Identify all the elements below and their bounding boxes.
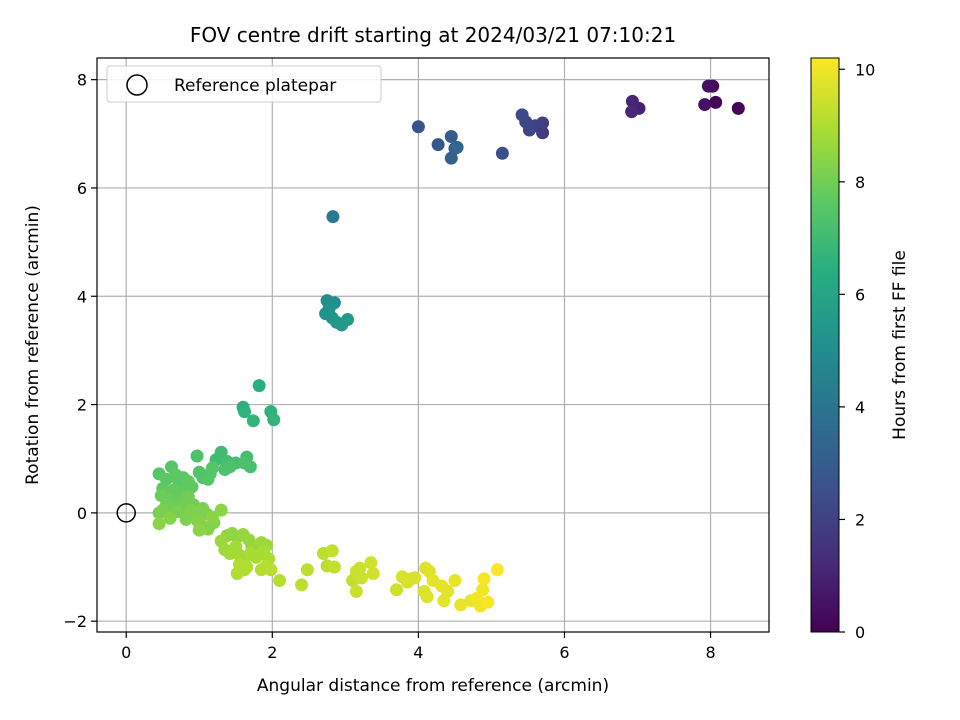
data-point [152, 517, 166, 531]
data-point [201, 472, 215, 486]
data-point [267, 413, 281, 427]
colorbar-tick-label: 10 [855, 60, 875, 79]
data-point [238, 405, 252, 419]
colorbar-gradient [810, 57, 840, 633]
data-point [450, 140, 464, 154]
data-point [252, 379, 266, 393]
data-point [477, 572, 491, 586]
y-tick-label: 2 [77, 396, 87, 415]
data-point [444, 151, 458, 165]
data-point [431, 138, 445, 152]
data-point [389, 583, 403, 597]
data-point [163, 511, 177, 525]
data-point [325, 544, 339, 558]
colorbar-ticks: 0 2 4 6 8 10 [839, 60, 875, 642]
data-point [300, 563, 314, 577]
data-point [214, 503, 228, 517]
data-point [238, 563, 252, 577]
y-tick-label: 4 [77, 287, 87, 306]
colorbar: 0 2 4 6 8 10 Hours from first FF file [810, 57, 910, 642]
data-point [273, 574, 287, 588]
data-point [490, 563, 504, 577]
colorbar-tick-label: 4 [855, 398, 865, 417]
data-point [701, 79, 715, 93]
data-point [731, 101, 745, 115]
chart-title: FOV centre drift starting at 2024/03/21 … [190, 23, 676, 47]
data-point [205, 510, 219, 524]
legend: Reference platepar [106, 65, 382, 103]
data-point [495, 146, 509, 160]
data-point [625, 105, 639, 119]
colorbar-tick-label: 6 [855, 285, 865, 304]
data-point [205, 461, 219, 475]
x-tick-label: 0 [121, 643, 131, 662]
x-tick-label: 2 [267, 643, 277, 662]
data-point [709, 95, 723, 109]
data-point [353, 561, 367, 575]
data-point [698, 98, 712, 112]
y-tick-label: 8 [77, 71, 87, 90]
data-point [341, 313, 355, 327]
plot-frame [96, 57, 770, 633]
legend-box [106, 65, 382, 103]
x-axis-label: Angular distance from reference (arcmin) [257, 676, 609, 696]
x-tick-label: 6 [559, 643, 569, 662]
data-point [152, 506, 166, 520]
data-point [238, 456, 252, 470]
data-point [420, 590, 434, 604]
reference-platepar-marker [116, 503, 136, 523]
x-tick-label: 8 [705, 643, 715, 662]
data-point [408, 571, 422, 585]
colorbar-tick-label: 8 [855, 173, 865, 192]
data-point [179, 512, 193, 526]
data-point [349, 584, 363, 598]
data-point [481, 595, 495, 609]
x-axis: 0 2 4 6 8 [121, 632, 716, 662]
data-point [264, 563, 278, 577]
data-point [354, 571, 368, 585]
legend-label: Reference platepar [174, 76, 336, 96]
data-point [515, 108, 529, 122]
data-point [625, 94, 639, 108]
data-point [327, 560, 341, 574]
y-tick-label: 0 [77, 504, 87, 523]
colorbar-label: Hours from first FF file [890, 250, 910, 440]
x-tick-label: 4 [413, 643, 423, 662]
y-tick-label: 6 [77, 179, 87, 198]
y-axis-label: Rotation from reference (arcmin) [23, 205, 43, 485]
legend-marker-icon [126, 74, 148, 96]
y-axis: −2 0 2 4 6 8 [63, 71, 97, 631]
data-point [448, 574, 462, 588]
data-point [444, 130, 458, 144]
data-point [441, 584, 455, 598]
colorbar-tick-label: 2 [855, 510, 865, 529]
data-point [246, 414, 260, 428]
data-point [411, 120, 425, 134]
data-point [364, 556, 378, 570]
data-point [366, 567, 380, 581]
data-point [295, 578, 309, 592]
data-point [192, 523, 206, 537]
data-point [223, 460, 237, 474]
data-point [454, 598, 468, 612]
colorbar-tick-label: 0 [855, 623, 865, 642]
data-point [476, 583, 490, 597]
data-points [152, 79, 745, 613]
y-tick-label: −2 [63, 612, 87, 631]
data-point [190, 449, 204, 463]
data-point [326, 210, 340, 224]
